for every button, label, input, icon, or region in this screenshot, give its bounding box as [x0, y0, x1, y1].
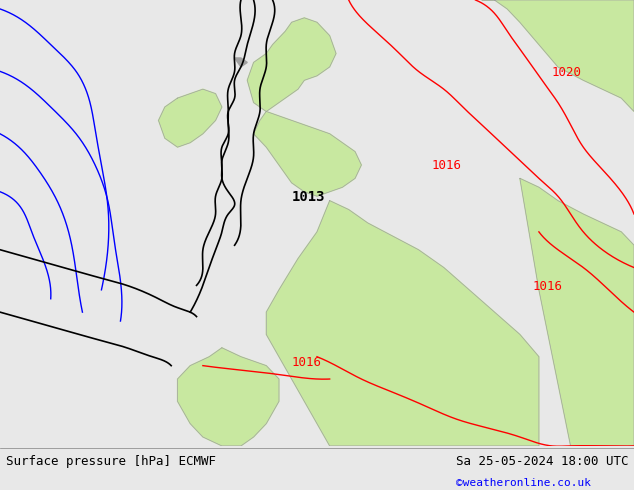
Text: Sa 25-05-2024 18:00 UTC (12+06): Sa 25-05-2024 18:00 UTC (12+06)	[456, 455, 634, 468]
Polygon shape	[247, 18, 336, 112]
Polygon shape	[482, 0, 634, 112]
Text: 1013: 1013	[292, 190, 325, 204]
Polygon shape	[254, 112, 361, 196]
Polygon shape	[266, 201, 539, 446]
Polygon shape	[158, 89, 222, 147]
Polygon shape	[520, 178, 634, 446]
Text: 1016: 1016	[431, 159, 461, 172]
Text: 1020: 1020	[552, 66, 581, 79]
Text: 1016: 1016	[533, 280, 562, 293]
Text: ©weatheronline.co.uk: ©weatheronline.co.uk	[456, 478, 592, 489]
Text: 1016: 1016	[292, 356, 321, 368]
Polygon shape	[178, 348, 279, 446]
Polygon shape	[235, 58, 247, 67]
Text: Surface pressure [hPa] ECMWF: Surface pressure [hPa] ECMWF	[6, 455, 216, 468]
